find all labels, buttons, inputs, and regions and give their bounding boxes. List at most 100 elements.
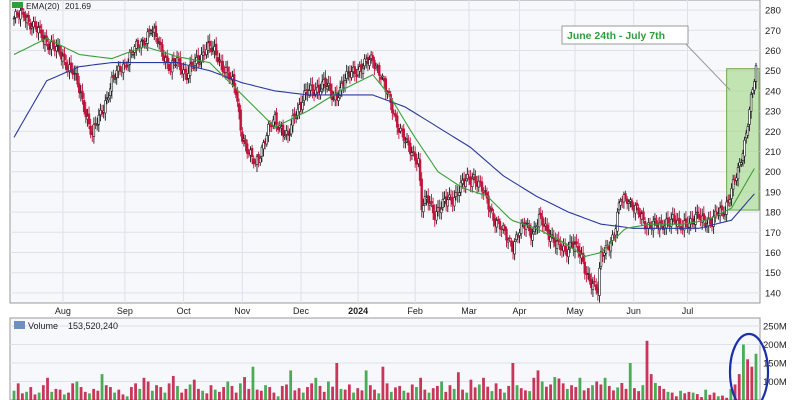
candle-body [617,202,621,211]
x-tick-label: Mar [461,306,477,316]
volume-bar [297,388,301,400]
volume-bar [259,390,263,400]
volume-bar [670,392,674,400]
volume-highlight-circle [728,332,770,400]
volume-bar [599,384,603,400]
candle-body [104,100,107,114]
volume-bar [540,381,544,400]
volume-bar [41,385,45,400]
candle-body [321,81,324,90]
volume-bar [352,392,355,400]
volume-bar [465,392,469,400]
volume-bar [25,391,28,400]
candle-body [384,78,388,93]
volume-bar [180,392,184,400]
candle-body [317,84,321,93]
candle-body [394,113,397,117]
volume-bar [360,390,364,400]
volume-legend: Volume 153,520,240 [14,321,118,331]
volume-tick-label: 250M [763,322,787,333]
candle-body [37,27,40,34]
candle-body [519,223,523,234]
candle-body [368,59,371,66]
candle-body [379,77,383,80]
candle-body [159,42,162,45]
volume-bar [674,396,678,400]
candle-body [583,261,586,274]
candle-body [581,252,585,262]
candle-body [624,193,627,199]
volume-bar [201,390,205,400]
candle-body [198,62,202,65]
candle-body [205,49,208,55]
candle-body [614,228,617,236]
price-tick-label: 270 [765,26,781,37]
price-tick-label: 230 [765,107,781,118]
candle-body [276,126,280,131]
price-tick-label: 170 [765,228,781,239]
candle-body [60,52,63,60]
candle-body [112,74,115,78]
candle-body [526,222,529,225]
volume-bar [75,381,79,400]
volume-bar [356,388,360,400]
candle-body [474,175,477,184]
candle-body [422,205,425,213]
volume-bar [695,394,699,400]
candle-body [718,207,722,217]
candle-body [246,143,249,154]
volume-bar [687,391,691,400]
candle-body [637,207,640,215]
candle-body [503,226,507,231]
volume-bar [188,384,192,400]
ema-legend: EMA(20) 201.69 [12,1,91,11]
volume-bar [586,388,590,400]
volume-bar [402,390,406,400]
candle-body [539,212,542,217]
volume-bar [264,385,267,400]
x-tick-label: Feb [407,306,423,316]
candle-body [630,200,634,208]
candle-body [239,109,242,131]
volume-bar [125,396,129,400]
candle-body [294,117,298,119]
volume-legend-value: 153,520,240 [68,321,118,331]
candle-body [409,142,412,155]
volume-bar [637,391,641,400]
volume-bar [385,383,389,400]
candle-body [549,236,552,242]
candle-body [259,157,262,164]
volume-bar [595,381,599,400]
candle-body [591,283,595,290]
candle-body [472,174,476,178]
volume-bar [226,381,230,400]
candle-body [418,159,422,181]
candle-body [712,215,715,227]
candle-body [751,89,754,94]
candle-body [257,154,260,161]
volume-bar [79,387,83,400]
volume-bar [570,385,573,400]
volume-bar [578,377,582,400]
candle-body [161,44,164,57]
volume-bar [553,377,557,400]
candle-body [495,220,498,228]
candle-body [484,190,487,192]
candle-body [241,131,244,142]
candle-body [457,192,461,196]
candle-body [466,174,469,179]
candle-body [516,236,520,238]
candle-body [56,44,60,47]
volume-bar [218,391,221,400]
volume-bar [184,388,188,400]
candle-body [355,74,358,77]
volume-bar [339,388,343,400]
candle-body [694,214,697,225]
candle-body [47,43,50,50]
candle-body [188,63,192,76]
volume-bar [46,377,49,400]
volume-bar [243,377,246,400]
volume-legend-swatch [14,321,25,329]
candle-body [303,90,306,101]
candle-body [446,199,449,207]
